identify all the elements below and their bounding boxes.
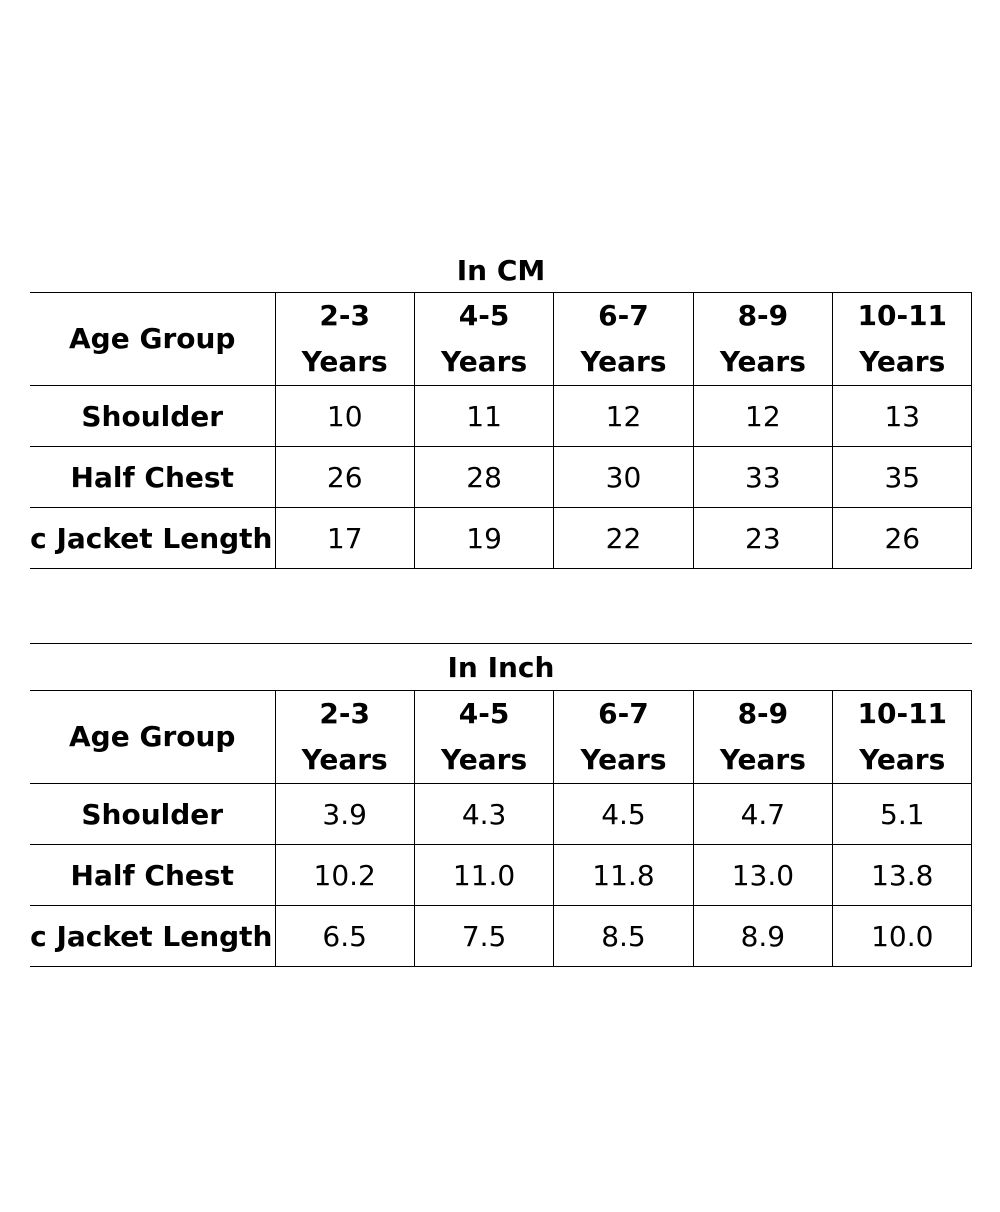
age-group-header: Age Group [30,690,276,784]
table-caption: In CM [30,248,972,293]
value-cell: 33 [692,446,834,508]
column-header-range: 2-3 [319,299,370,332]
column-header: 6-7 Years [553,292,694,386]
value-cell: 17 [274,507,415,569]
column-header-range: 4-5 [458,299,510,332]
value-cell: 26 [832,507,973,569]
value-cell: 3.9 [274,783,415,845]
column-header: 4-5 Years [413,292,555,386]
column-header-unit: Years [441,743,528,776]
column-header-range: 6-7 [598,697,649,730]
column-header-unit: Years [859,345,946,378]
column-header-unit: Years [580,345,667,378]
column-header-unit: Years [580,743,667,776]
value-cell: 10 [274,385,415,447]
value-cell: 10.2 [274,844,415,906]
value-cell: 5.1 [832,783,973,845]
value-cell: 12 [553,385,694,447]
age-group-header: Age Group [30,292,276,386]
table-header-row: Age Group 2-3 Years 4-5 Years 6-7 Years 8-9… [30,292,973,386]
size-table-cm: In CM Age Group 2-3 Years 4-5 Years 6-7 Yea… [30,248,973,569]
value-cell: 28 [413,446,555,508]
row-label-shoulder: Shoulder [30,385,276,447]
column-header-range: 10-11 [857,299,948,332]
row-label-jacket-length: Ethnic Jacket Length [30,905,276,967]
value-cell: 4.3 [413,783,555,845]
row-label-text: Ethnic Jacket Length [30,919,273,953]
column-header: 4-5 Years [413,690,555,784]
column-header-range: 4-5 [458,697,510,730]
value-cell: 23 [692,507,834,569]
row-label-jacket-length: Ethnic Jacket Length [30,507,276,569]
column-header: 10-11 Years [832,292,973,386]
column-header: 8-9 Years [692,292,834,386]
value-cell: 26 [274,446,415,508]
column-header-unit: Years [719,743,806,776]
column-header-range: 8-9 [737,299,789,332]
value-cell: 7.5 [413,905,555,967]
value-cell: 8.9 [692,905,834,967]
column-header-range: 2-3 [319,697,370,730]
column-header: 2-3 Years [274,292,415,386]
column-header: 8-9 Years [692,690,834,784]
table-caption: In Inch [30,643,972,691]
value-cell: 4.7 [692,783,834,845]
column-header: 2-3 Years [274,690,415,784]
column-header-range: 8-9 [737,697,789,730]
table-row: Shoulder 10 11 12 12 13 [30,385,973,447]
value-cell: 10.0 [832,905,973,967]
value-cell: 13.8 [832,844,973,906]
table-row: Ethnic Jacket Length 6.5 7.5 8.5 8.9 10.… [30,905,973,967]
column-header: 10-11 Years [832,690,973,784]
value-cell: 35 [832,446,973,508]
table-row: Half Chest 10.2 11.0 11.8 13.0 13.8 [30,844,973,906]
value-cell: 22 [553,507,694,569]
value-cell: 19 [413,507,555,569]
column-header-unit: Years [441,345,528,378]
column-header-range: 6-7 [598,299,649,332]
row-label-half-chest: Half Chest [30,446,276,508]
table-caption-row: In Inch [30,643,972,691]
table-caption-row: In CM [30,248,972,293]
row-label-shoulder: Shoulder [30,783,276,845]
column-header-unit: Years [301,345,388,378]
value-cell: 30 [553,446,694,508]
value-cell: 13.0 [692,844,834,906]
column-header-unit: Years [719,345,806,378]
column-header-unit: Years [301,743,388,776]
table-row: Shoulder 3.9 4.3 4.5 4.7 5.1 [30,783,973,845]
row-label-text: Ethnic Jacket Length [30,521,273,555]
value-cell: 11.8 [553,844,694,906]
table-header-row: Age Group 2-3 Years 4-5 Years 6-7 Years 8-9… [30,690,973,784]
value-cell: 11 [413,385,555,447]
row-label-half-chest: Half Chest [30,844,276,906]
value-cell: 12 [692,385,834,447]
column-header-range: 10-11 [857,697,948,730]
value-cell: 4.5 [553,783,694,845]
value-cell: 13 [832,385,973,447]
value-cell: 11.0 [413,844,555,906]
size-table-inch: In Inch Age Group 2-3 Years 4-5 Years 6-7 Y… [30,643,973,967]
value-cell: 6.5 [274,905,415,967]
value-cell: 8.5 [553,905,694,967]
table-row: Ethnic Jacket Length 17 19 22 23 26 [30,507,973,569]
table-row: Half Chest 26 28 30 33 35 [30,446,973,508]
column-header-unit: Years [859,743,946,776]
column-header: 6-7 Years [553,690,694,784]
